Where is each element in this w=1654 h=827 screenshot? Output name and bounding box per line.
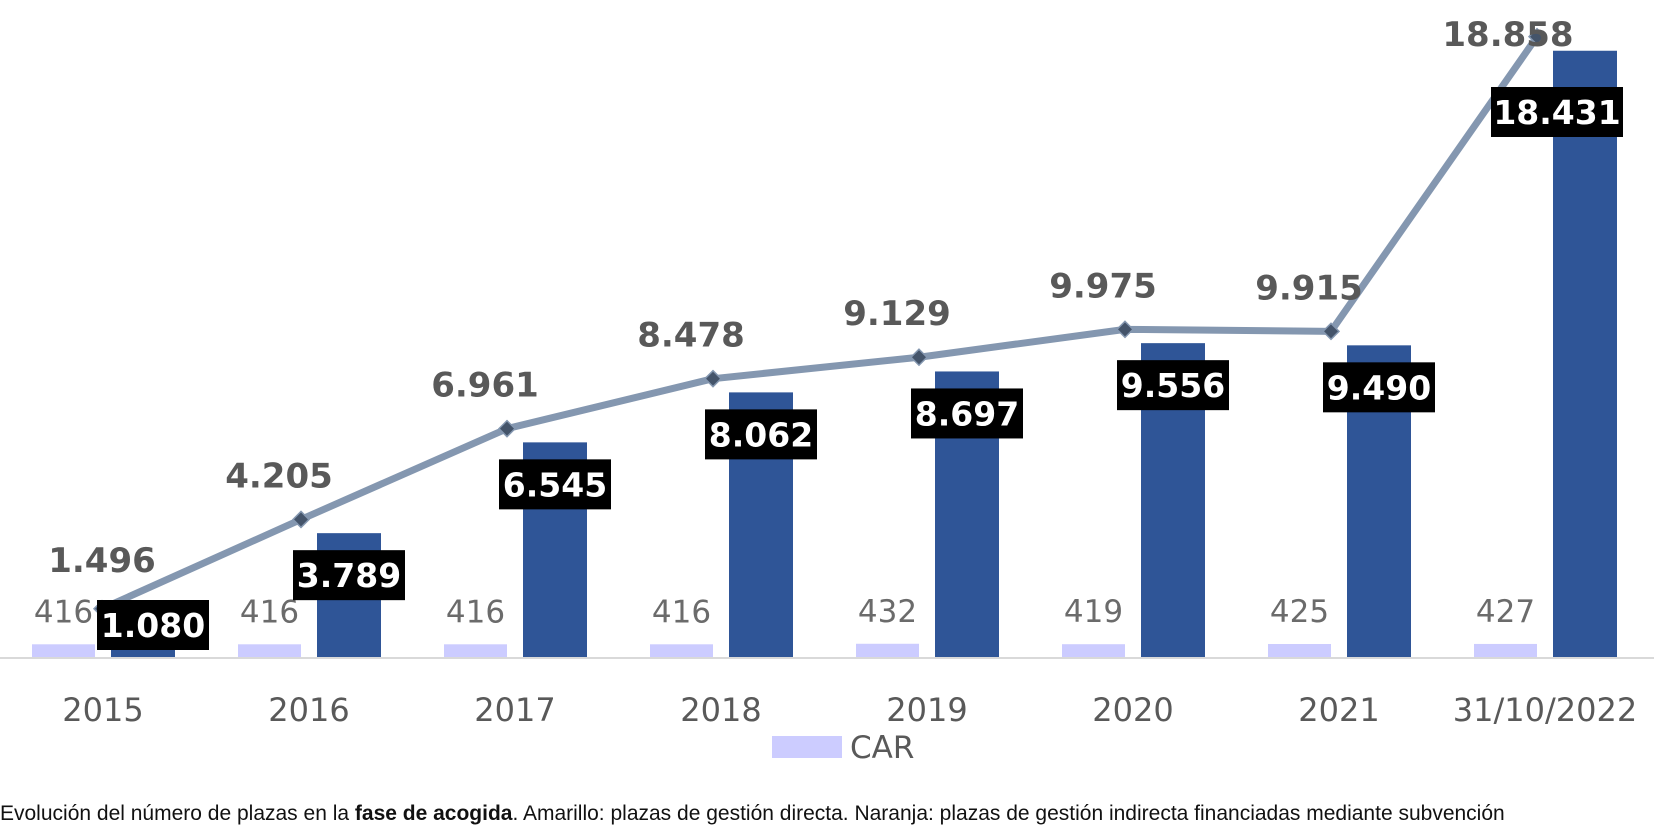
car-data-label: 416: [652, 594, 711, 630]
car-bar: [1062, 644, 1125, 658]
x-tick-label: 2016: [268, 691, 349, 729]
bar-data-label: 8.062: [709, 415, 813, 454]
total-data-label: 8.478: [637, 316, 745, 356]
total-data-label: 4.205: [225, 456, 333, 496]
total-line: [100, 34, 1540, 612]
total-line-point: [1321, 322, 1341, 341]
car-bar: [1474, 643, 1537, 658]
x-tick-label: 2017: [474, 691, 555, 729]
car-data-label: 416: [34, 594, 93, 630]
bar-label-box: [911, 388, 1023, 439]
total-line-point: [1115, 320, 1135, 339]
bar-label-box: [705, 409, 817, 460]
car-data-label: 427: [1476, 594, 1535, 630]
x-tick-label: 31/10/2022: [1453, 691, 1637, 729]
bar-label-box: [97, 600, 209, 650]
total-data-label: 18.858: [1442, 15, 1573, 55]
total-line-point: [703, 369, 723, 388]
car-bar: [1268, 643, 1331, 658]
x-tick-label: 2020: [1092, 691, 1173, 729]
car-bar: [444, 644, 507, 658]
total-data-label: 1.496: [48, 541, 156, 581]
total-data-label: 9.915: [1255, 268, 1363, 308]
car-data-label: 432: [858, 594, 917, 630]
car-bar: [650, 644, 713, 658]
main-bar: [1553, 50, 1617, 658]
car-bar: [238, 644, 301, 658]
total-line-point: [909, 348, 929, 367]
bar-data-label: 18.431: [1493, 93, 1620, 132]
bar-data-label: 3.789: [297, 556, 401, 595]
caption-text-bold: fase de acogida: [354, 802, 513, 825]
total-line-point: [291, 510, 311, 529]
car-bar: [856, 643, 919, 658]
car-data-label: 419: [1064, 594, 1123, 630]
bar-label-box: [293, 550, 405, 601]
car-data-label: 416: [446, 594, 505, 630]
caption-text-start: Evolución del número de plazas en la: [0, 802, 355, 825]
total-line-point: [497, 419, 517, 438]
bar-label-box: [499, 459, 611, 510]
car-data-label: 416: [240, 594, 299, 630]
car-data-label: 425: [1270, 594, 1329, 630]
bar-label-box: [1323, 362, 1435, 413]
bar-data-label: 6.545: [503, 465, 607, 504]
total-line-point: [1527, 27, 1547, 46]
bar-data-label: 8.697: [915, 394, 1019, 433]
caption-text-end: . Amarillo: plazas de gestión directa. N…: [512, 802, 1505, 825]
x-tick-label: 2018: [680, 691, 761, 729]
x-tick-label: 2021: [1298, 691, 1379, 729]
bar-label-box: [1491, 87, 1623, 137]
bar-data-label: 9.490: [1327, 368, 1431, 407]
figure-caption: Evolución del número de plazas en la fas…: [0, 800, 1654, 827]
total-data-label: 9.129: [843, 294, 951, 334]
x-tick-label: 2015: [62, 691, 143, 729]
bar-label-box: [1117, 360, 1229, 411]
bar-data-label: 1.080: [101, 606, 205, 645]
x-tick-label: 2019: [886, 691, 967, 729]
total-data-label: 9.975: [1049, 266, 1157, 306]
car-bar: [32, 644, 95, 658]
bar-data-label: 9.556: [1121, 366, 1225, 405]
total-data-label: 6.961: [431, 366, 539, 406]
legend-label-car: CAR: [850, 730, 914, 766]
legend-swatch-car: [772, 736, 842, 758]
chart: 1.496 4.205 6.961 8.478 9.129 9.975 9.915 18.85…: [0, 15, 1654, 766]
